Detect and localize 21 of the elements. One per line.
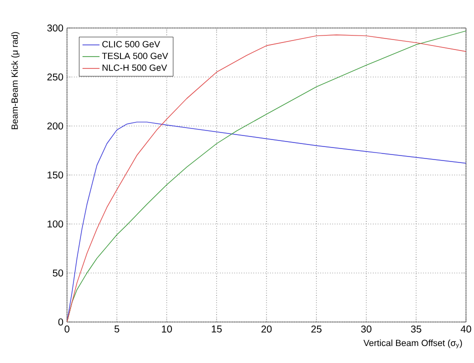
y-tick-label: 250: [47, 73, 64, 81]
legend-label: TESLA 500 GeV: [102, 52, 168, 60]
x-tick-label: 35: [410, 326, 422, 333]
x-axis-title: Vertical Beam Offset (σ$_{y}$): [363, 340, 462, 348]
y-tick-label: 150: [48, 171, 64, 179]
x-tick-label: 15: [212, 326, 222, 332]
y-tick-label: 50: [52, 269, 64, 277]
x-tick-label: 5: [114, 326, 120, 332]
x-tick-label: 0: [64, 326, 70, 333]
x-tick-label: 40: [460, 326, 472, 333]
x-tick-label: 30: [361, 326, 372, 333]
y-tick-label: 200: [47, 122, 64, 130]
y-tick-label: 300: [47, 24, 64, 32]
x-tick-label: 10: [162, 326, 172, 333]
legend-label: CLIC 500 GeV: [102, 40, 160, 48]
x-tick-label: 20: [261, 326, 272, 333]
y-tick-label: 100: [48, 220, 64, 228]
y-axis-title: Beam-Beam Kick (μ rad): [11, 32, 20, 130]
x-tick-label: 25: [311, 326, 322, 333]
legend-label: NLC-H 500 GeV: [102, 64, 168, 71]
y-tick-label: 0: [58, 318, 64, 326]
